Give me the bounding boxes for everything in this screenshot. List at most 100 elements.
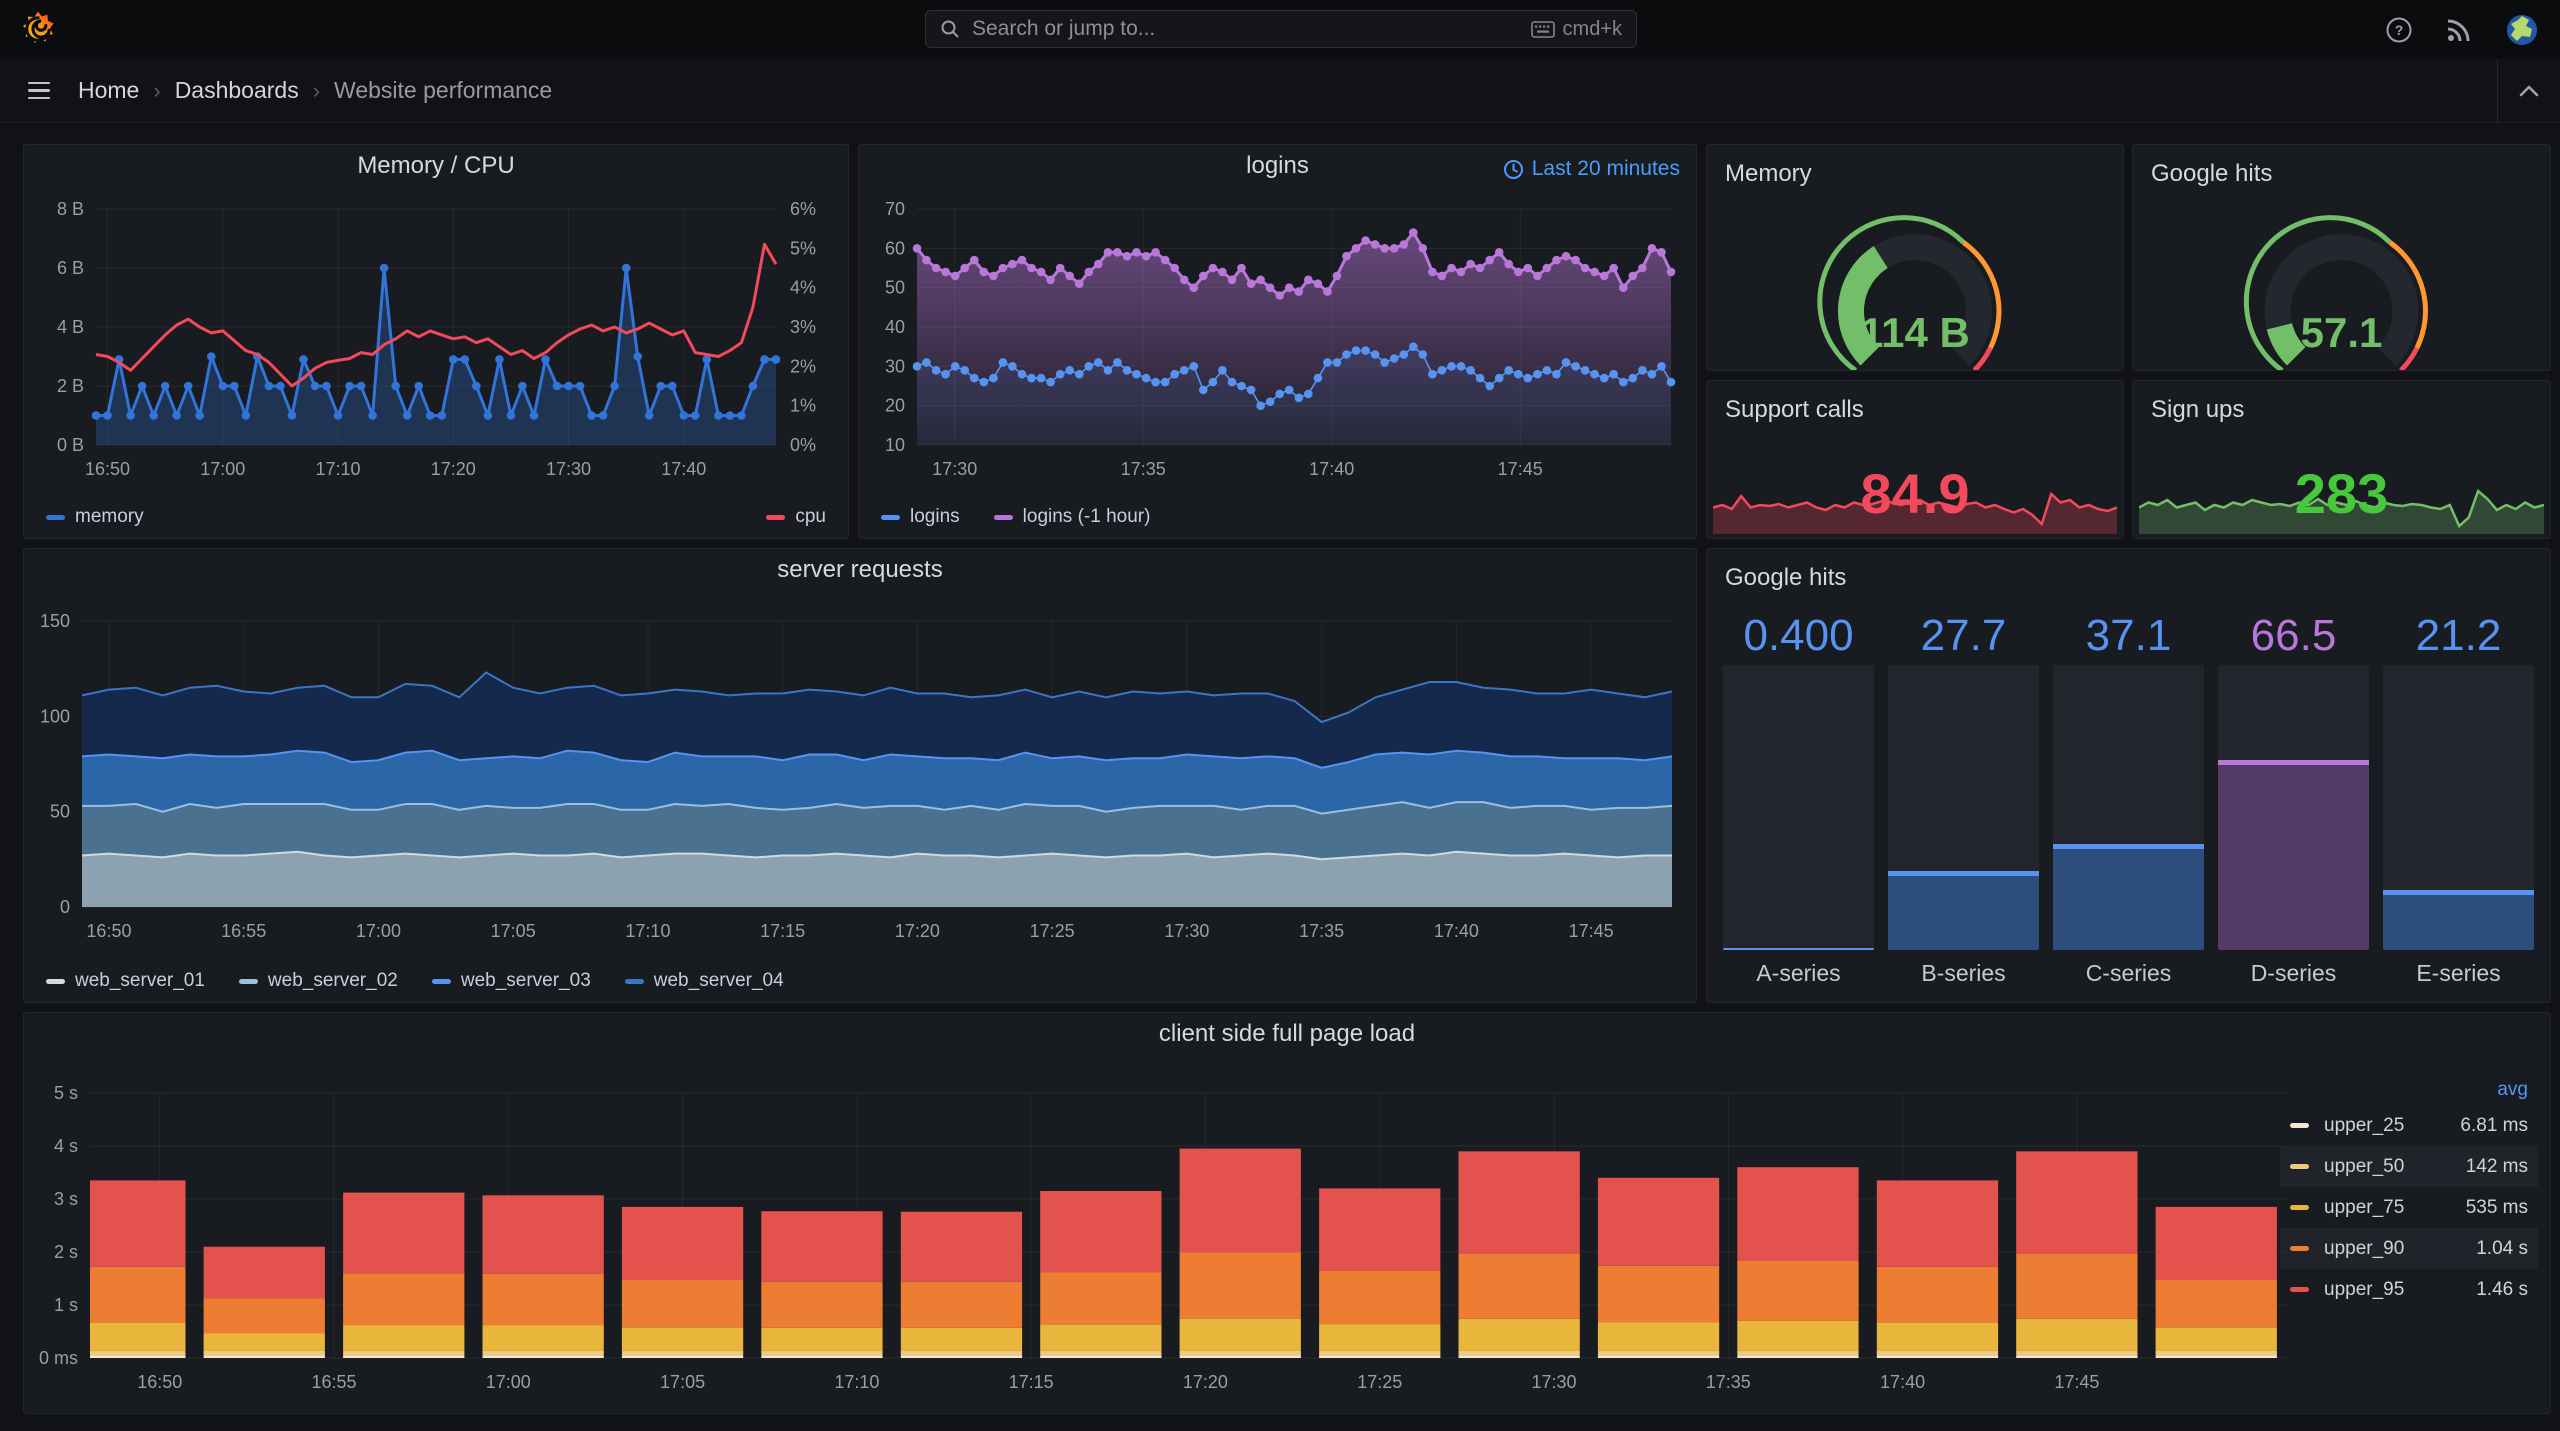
svg-text:2 s: 2 s <box>54 1242 78 1262</box>
panel-title[interactable]: Memory / CPU <box>357 152 515 179</box>
stacked-bars-plot[interactable]: 5 s 4 s 3 s 2 s 1 s 0 ms 16:50 16:55 17:00 17:05 1… <box>24 1055 2550 1413</box>
panel-title[interactable]: server requests <box>777 556 943 583</box>
user-avatar[interactable] <box>2506 14 2538 46</box>
bar-gauge-fill <box>2383 889 2534 950</box>
help-icon[interactable]: ? <box>2386 17 2412 43</box>
panel-title[interactable]: Support calls <box>1725 396 1864 423</box>
svg-text:?: ? <box>2395 22 2404 38</box>
svg-text:1%: 1% <box>790 396 816 416</box>
search-icon <box>941 20 959 38</box>
panel-title[interactable]: logins Last 20 minutes <box>859 145 1696 187</box>
svg-text:17:35: 17:35 <box>1706 1372 1751 1392</box>
google-hits-gauge[interactable]: 57.1 <box>2133 195 2550 370</box>
chevron-up-icon <box>2519 85 2539 96</box>
panel-title[interactable]: client side full page load <box>1158 1020 1416 1047</box>
svg-text:17:00: 17:00 <box>356 921 401 941</box>
panel-title-text: logins <box>1246 152 1309 179</box>
legend-swatch <box>2290 1205 2309 1210</box>
gauge-plot[interactable]: 114 B <box>1707 195 2123 370</box>
search-bar[interactable]: cmd+k <box>925 10 1637 48</box>
panel-title[interactable]: Sign ups <box>2151 396 2245 423</box>
client-page-load-chart-area[interactable]: 5 s 4 s 3 s 2 s 1 s 0 ms 16:50 16:55 17:00 17:05 1… <box>24 1055 2550 1413</box>
time-range-badge[interactable]: Last 20 minutes <box>1503 157 1680 181</box>
svg-text:17:30: 17:30 <box>546 459 591 479</box>
server-requests-chart-area[interactable]: 150 100 50 0 16:50 16:55 17:00 17:05 17:10 17:15 1… <box>24 591 1696 1002</box>
legend-label: upper_25 <box>2324 1114 2405 1136</box>
keyboard-icon <box>1530 20 1555 38</box>
legend-avg-value: 142 ms <box>2465 1155 2528 1177</box>
support-calls-stat[interactable]: 84.9 <box>1707 431 2123 538</box>
legend-item-web_server_02[interactable]: web_server_02 <box>238 970 398 992</box>
bar-gauge-label: E-series <box>2416 959 2501 986</box>
bar-gauge-columns: 0.400 A-series 27.7 B-series 37.1 C-seri… <box>1723 607 2534 996</box>
legend-item-upper_50[interactable]: upper_50 142 ms <box>2280 1146 2538 1187</box>
search-input[interactable] <box>970 16 1531 42</box>
gauge-plot[interactable]: 57.1 <box>2133 195 2550 370</box>
legend-item-upper_90[interactable]: upper_90 1.04 s <box>2280 1228 2538 1269</box>
legend-swatch <box>46 978 65 984</box>
panel-sign-ups: Sign ups 283 <box>2132 380 2551 539</box>
gauge-value: 114 B <box>1860 309 1970 356</box>
legend-item-cpu[interactable]: cpu <box>766 506 826 528</box>
svg-text:30: 30 <box>885 356 905 376</box>
rss-news-icon[interactable] <box>2446 17 2472 43</box>
google-hits-bar-gauge[interactable]: 0.400 A-series 27.7 B-series 37.1 C-seri… <box>1707 599 2550 1002</box>
panel-title[interactable]: Memory <box>1725 160 1812 187</box>
bar-gauge-cell-D-series[interactable]: 66.5 D-series <box>2218 607 2369 996</box>
legend-label: web_server_01 <box>75 970 205 991</box>
breadcrumb-bar: Home › Dashboards › Website performance <box>0 59 2560 123</box>
memory-cpu-chart-area[interactable]: 8 B 6 B 4 B 2 B 0 B 6% 5% 4% 3% 2% 1% 0% 16:50 17:00 1… <box>24 187 848 538</box>
legend-swatch <box>2290 1123 2309 1128</box>
breadcrumb-home[interactable]: Home <box>78 77 140 103</box>
memory-gauge[interactable]: 114 B <box>1707 195 2123 370</box>
svg-text:17:00: 17:00 <box>200 459 245 479</box>
legend-item-web_server_01[interactable]: web_server_01 <box>46 970 205 992</box>
gauge-value: 57.1 <box>2301 309 2383 356</box>
legend-avg-header[interactable]: avg <box>2497 1079 2528 1100</box>
stacked-area-plot[interactable]: 150 100 50 0 16:50 16:55 17:00 17:05 17:10 17:15 1… <box>24 591 1696 1002</box>
bar-gauge-label: C-series <box>2085 959 2172 986</box>
collapse-toolbar-button[interactable] <box>2497 59 2560 122</box>
svg-text:17:15: 17:15 <box>1009 1372 1054 1392</box>
legend-swatch <box>766 514 786 520</box>
stat-value: 283 <box>2294 462 2389 525</box>
keyboard-shortcut-badge: cmd+k <box>1530 18 1622 41</box>
breadcrumb-dashboards[interactable]: Dashboards <box>174 77 299 103</box>
legend-swatch <box>993 514 1013 520</box>
panel-title[interactable]: Google hits <box>2151 160 2273 187</box>
bar-gauge-cell-B-series[interactable]: 27.7 B-series <box>1888 607 2039 996</box>
svg-text:17:35: 17:35 <box>1121 459 1166 479</box>
timeseries-plot[interactable]: 70 60 50 40 30 20 10 17:30 17:35 17:40 17:45 <box>859 187 1696 538</box>
timeseries-plot[interactable]: 8 B 6 B 4 B 2 B 0 B 6% 5% 4% 3% 2% 1% 0% 16:50 17:00 1… <box>24 187 848 538</box>
panel-server-requests: server requests 150 100 50 0 16:50 16:55 17:00… <box>23 548 1697 1003</box>
bar-gauge-cell-E-series[interactable]: 21.2 E-series <box>2383 607 2534 996</box>
legend-item-logins[interactable]: logins <box>881 506 960 528</box>
svg-text:17:25: 17:25 <box>1030 921 1075 941</box>
legend-item-upper_25[interactable]: upper_25 6.81 ms <box>2280 1105 2538 1146</box>
logins-chart-area[interactable]: 70 60 50 40 30 20 10 17:30 17:35 17:40 17:45 login… <box>859 187 1696 538</box>
panel-title[interactable]: Google hits <box>1725 564 1847 591</box>
legend-item-web_server_03[interactable]: web_server_03 <box>431 970 591 992</box>
svg-text:40: 40 <box>885 317 905 337</box>
panel-google-hits-bars: Google hits 0.400 A-series 27.7 B-series… <box>1706 548 2551 1003</box>
legend-item-memory[interactable]: memory <box>46 506 144 528</box>
legend-item-logins (-1 hour)[interactable]: logins (-1 hour) <box>993 506 1150 528</box>
menu-toggle-icon[interactable] <box>28 81 50 100</box>
bar-gauge-cell-C-series[interactable]: 37.1 C-series <box>2053 607 2204 996</box>
bar-gauge-value: 21.2 <box>2415 611 2502 660</box>
legend-item-upper_95[interactable]: upper_95 1.46 s <box>2280 1269 2538 1310</box>
legend-label: logins <box>910 506 960 527</box>
stat-sparkline <box>2138 474 2545 534</box>
legend-label: cpu <box>795 506 826 527</box>
panel-google-hits-gauge: Google hits 57.1 <box>2132 144 2551 371</box>
bar-gauge-cell-A-series[interactable]: 0.400 A-series <box>1723 607 1874 996</box>
panel-memory-cpu: Memory / CPU 8 B 6 B 4 B 2 B 0 B 6% 5% 4% 3% 2% 1%… <box>23 144 849 539</box>
legend-item-web_server_04[interactable]: web_server_04 <box>624 970 784 992</box>
legend-item-upper_75[interactable]: upper_75 535 ms <box>2280 1187 2538 1228</box>
svg-text:17:45: 17:45 <box>2054 1372 2099 1392</box>
bar-gauge-label: D-series <box>2250 959 2337 986</box>
sign-ups-stat[interactable]: 283 <box>2133 431 2550 538</box>
bar-gauge-value: 66.5 <box>2250 611 2337 660</box>
chevron-right-icon: › <box>153 77 161 103</box>
grafana-logo-icon[interactable] <box>18 9 58 49</box>
